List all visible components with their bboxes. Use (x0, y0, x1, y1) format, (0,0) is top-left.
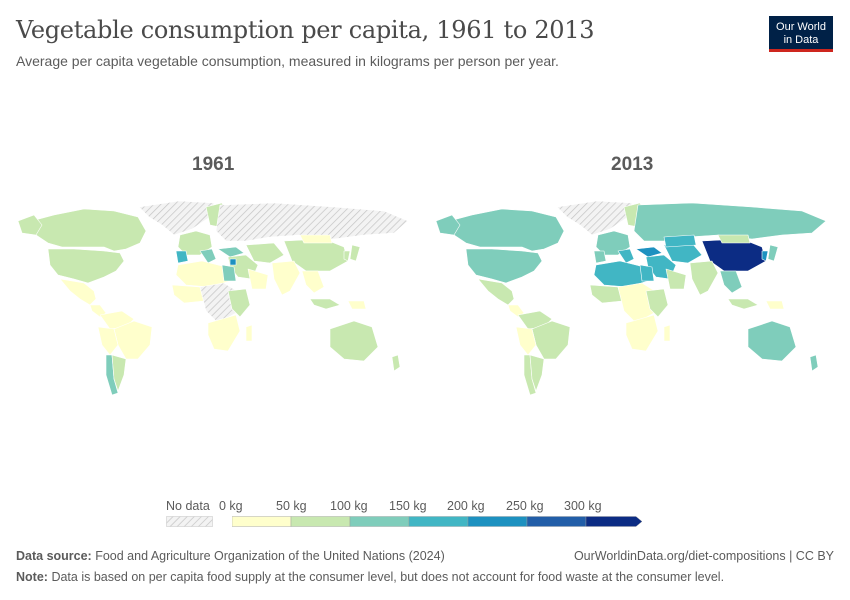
region-turkey (217, 246, 245, 258)
chart-subtitle: Average per capita vegetable consumption… (16, 53, 559, 69)
legend-label-200: 200 kg (447, 499, 485, 513)
region-madagascar (663, 324, 671, 342)
region-australia (747, 320, 797, 362)
source-url[interactable]: OurWorldinData.org/diet-compositions | C… (573, 549, 834, 563)
region-greenland (556, 200, 633, 236)
region-east-africa (227, 288, 251, 318)
region-india (689, 260, 719, 296)
legend-bin-2 (349, 516, 410, 527)
region-mexico (59, 278, 97, 306)
region-argentina (111, 354, 127, 392)
region-korea (761, 250, 769, 262)
region-argentina (529, 354, 545, 392)
region-russia (633, 202, 827, 242)
legend-bin-4 (467, 516, 528, 527)
region-usa (47, 248, 125, 284)
legend-label-250: 250 kg (506, 499, 544, 513)
region-india (271, 260, 301, 296)
map-title-1961: 1961 (192, 154, 235, 175)
region-brazil (113, 320, 153, 360)
region-new-zealand (391, 354, 401, 372)
region-italy-greece (199, 248, 217, 264)
region-east-africa (645, 288, 669, 318)
region-iberia (175, 250, 189, 264)
region-se-asia (301, 270, 325, 294)
legend-bin-5 (526, 516, 587, 527)
data-source-label: Data source: (16, 549, 92, 563)
region-egypt (639, 264, 655, 282)
legend-color-scale (232, 516, 643, 527)
region-lebanon (229, 258, 237, 266)
region-canada (441, 208, 565, 252)
data-source-text[interactable]: Food and Agriculture Organization of the… (95, 549, 445, 563)
legend-label-300: 300 kg (564, 499, 602, 513)
region-se-asia (719, 270, 743, 294)
world-map-1961 (17, 200, 409, 396)
region-italy-greece (617, 248, 635, 264)
region-indonesia (727, 298, 759, 310)
footnote: Note: Data is based on per capita food s… (16, 570, 724, 584)
region-madagascar (245, 324, 253, 342)
region-peru-bolivia (515, 326, 537, 356)
region-iberia (593, 250, 607, 264)
footnote-label: Note: (16, 570, 48, 584)
world-map-2013 (435, 200, 827, 396)
data-source: Data source: Food and Agriculture Organi… (16, 549, 445, 563)
region-japan (349, 244, 361, 262)
region-mexico (477, 278, 515, 306)
legend-label-0: 0 kg (219, 499, 243, 513)
legend-bin-3 (408, 516, 469, 527)
region-southern-africa (207, 314, 241, 352)
legend-no-data-swatch (166, 516, 213, 527)
region-arabia (247, 268, 269, 290)
region-mongolia (299, 234, 333, 244)
region-alaska (17, 214, 43, 236)
legend-label-50: 50 kg (276, 499, 307, 513)
region-west-africa (589, 284, 623, 304)
region-kazakhstan (663, 234, 697, 248)
region-korea (343, 250, 351, 262)
region-brazil (531, 320, 571, 360)
legend-bin-1 (290, 516, 351, 527)
legend-label-150: 150 kg (389, 499, 427, 513)
region-new-guinea (765, 300, 785, 310)
region-usa (465, 248, 543, 284)
owid-logo[interactable]: Our World in Data (769, 16, 833, 52)
region-japan (767, 244, 779, 262)
legend-no-data-label: No data (166, 499, 210, 513)
region-ussr (215, 202, 409, 242)
region-canada (23, 208, 147, 252)
region-turkey (635, 246, 663, 258)
region-southern-africa (625, 314, 659, 352)
legend-bin-0 (232, 516, 292, 527)
chart-title: Vegetable consumption per capita, 1961 t… (16, 16, 595, 44)
region-alaska (435, 214, 461, 236)
map-title-2013: 2013 (611, 154, 654, 175)
legend-label-100: 100 kg (330, 499, 368, 513)
region-arabia (665, 268, 687, 290)
footnote-text: Data is based on per capita food supply … (51, 570, 725, 584)
region-new-zealand (809, 354, 819, 372)
region-west-africa (171, 284, 205, 304)
region-new-guinea (347, 300, 367, 310)
region-greenland (138, 200, 215, 236)
region-mongolia (717, 234, 751, 244)
region-australia (329, 320, 379, 362)
region-peru-bolivia (97, 326, 119, 356)
logo-line-2: in Data (783, 34, 819, 46)
region-iran-central (245, 242, 285, 264)
region-indonesia (309, 298, 341, 310)
logo-line-1: Our World (776, 21, 826, 33)
legend-bin-6 (585, 516, 643, 527)
region-egypt (221, 264, 237, 282)
